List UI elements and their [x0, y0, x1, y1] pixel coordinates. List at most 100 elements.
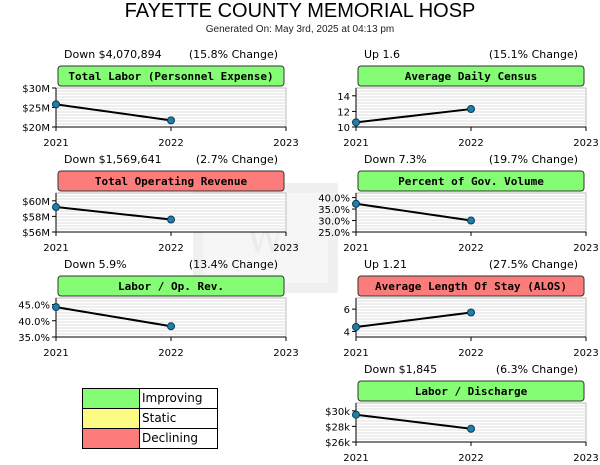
series-line: [355, 311, 472, 328]
data-point: [352, 199, 360, 208]
chart-title: Total Operating Revenue: [95, 175, 248, 188]
x-tick-label: 2021: [43, 348, 68, 359]
y-tick-label: $20M: [22, 123, 50, 134]
chart-title: Labor / Discharge: [415, 385, 528, 398]
y-tick-label: 6: [344, 305, 350, 316]
data-point: [52, 303, 60, 312]
percent-change-text: (15.1% Change): [489, 48, 578, 61]
y-tick-label: $56M: [22, 228, 50, 239]
series-line: [55, 306, 172, 328]
data-point: [167, 215, 175, 224]
x-tick-label: 2023: [573, 243, 598, 254]
legend-label: Declining: [142, 431, 199, 445]
percent-change-text: (13.4% Change): [189, 258, 278, 271]
data-point: [352, 118, 360, 127]
percent-change-text: (27.5% Change): [489, 258, 578, 271]
y-tick-label: $28k: [325, 422, 350, 433]
generated-date: Generated On: May 3rd, 2025 at 04:13 pm: [205, 24, 395, 35]
x-tick-label: 2021: [43, 138, 68, 149]
y-tick-label: $30k: [325, 407, 350, 418]
legend-item-declining: Declining: [83, 429, 217, 448]
chart-title: Average Daily Census: [405, 70, 537, 83]
legend-swatch-declining: [83, 429, 140, 448]
legend: Improving Static Declining: [82, 388, 218, 449]
y-tick-label: 14: [337, 92, 350, 103]
y-tick-label: 35.0%: [318, 205, 350, 216]
x-tick-label: 2022: [458, 138, 483, 149]
x-tick-label: 2021: [343, 138, 368, 149]
x-tick-label: 2022: [158, 138, 183, 149]
change-text: Up 1.6: [364, 48, 400, 61]
y-tick-label: $26k: [325, 438, 350, 449]
y-tick-label: 40.0%: [318, 194, 350, 205]
change-text: Down $4,070,894: [64, 48, 162, 61]
data-point: [352, 322, 360, 331]
data-point: [167, 322, 175, 331]
legend-swatch-static: [83, 409, 140, 428]
chart-title-badge: [357, 65, 585, 87]
x-tick-label: 2023: [273, 243, 298, 254]
x-tick-label: 2021: [343, 453, 368, 464]
x-tick-label: 2022: [158, 243, 183, 254]
y-tick-label: 35.0%: [18, 333, 50, 344]
x-tick-label: 2022: [458, 243, 483, 254]
legend-label: Improving: [142, 391, 203, 405]
y-tick-label: $30M: [22, 84, 50, 95]
x-tick-label: 2021: [343, 348, 368, 359]
legend-label: Static: [142, 411, 177, 425]
legend-item-static: Static: [83, 409, 217, 429]
change-text: Down $1,845: [364, 363, 437, 376]
data-point: [467, 216, 475, 225]
series-line: [355, 202, 472, 222]
series-line: [55, 103, 172, 122]
y-tick-label: $60M: [22, 197, 50, 208]
x-tick-label: 2023: [273, 348, 298, 359]
data-point: [52, 100, 60, 109]
chart-title: Percent of Gov. Volume: [398, 175, 544, 188]
chart-title-badge: [57, 170, 285, 192]
percent-change-text: (15.8% Change): [189, 48, 278, 61]
series-line: [355, 413, 472, 430]
percent-change-text: (6.3% Change): [496, 363, 578, 376]
percent-change-text: (19.7% Change): [489, 153, 578, 166]
data-point: [467, 308, 475, 317]
chart-title: Total Labor (Personnel Expense): [68, 70, 273, 83]
data-point: [52, 203, 60, 212]
chart-title-badge: [357, 275, 585, 297]
chart-title-badge: [57, 275, 285, 297]
x-tick-label: 2023: [573, 138, 598, 149]
x-tick-label: 2023: [573, 348, 598, 359]
page-title: FAYETTE COUNTY MEMORIAL HOSP: [124, 0, 476, 22]
x-tick-label: 2022: [158, 348, 183, 359]
legend-swatch-improving: [83, 389, 140, 408]
y-tick-label: 12: [337, 107, 350, 118]
y-tick-label: 10: [337, 123, 350, 134]
data-point: [167, 116, 175, 125]
chart-title: Average Length Of Stay (ALOS): [375, 280, 567, 293]
change-text: Down $1,569,641: [64, 153, 162, 166]
x-tick-label: 2023: [573, 453, 598, 464]
change-text: Up 1.21: [364, 258, 407, 271]
data-point: [467, 105, 475, 114]
x-tick-label: 2023: [273, 138, 298, 149]
y-tick-label: 30.0%: [318, 217, 350, 228]
chart-title-badge: [57, 65, 285, 87]
y-tick-label: 25.0%: [318, 228, 350, 239]
chart-title: Labor / Op. Rev.: [118, 280, 224, 293]
change-text: Down 7.3%: [364, 153, 427, 166]
chart-title-badge: [357, 380, 585, 402]
x-tick-label: 2022: [458, 453, 483, 464]
data-point: [467, 424, 475, 433]
legend-item-improving: Improving: [83, 389, 217, 409]
y-tick-label: 40.0%: [18, 317, 50, 328]
series-line: [55, 206, 172, 221]
series-line: [355, 108, 472, 124]
y-tick-label: 45.0%: [18, 301, 50, 312]
x-tick-label: 2022: [458, 348, 483, 359]
data-point: [352, 410, 360, 419]
x-tick-label: 2021: [343, 243, 368, 254]
change-text: Down 5.9%: [64, 258, 127, 271]
y-tick-label: $25M: [22, 104, 50, 115]
